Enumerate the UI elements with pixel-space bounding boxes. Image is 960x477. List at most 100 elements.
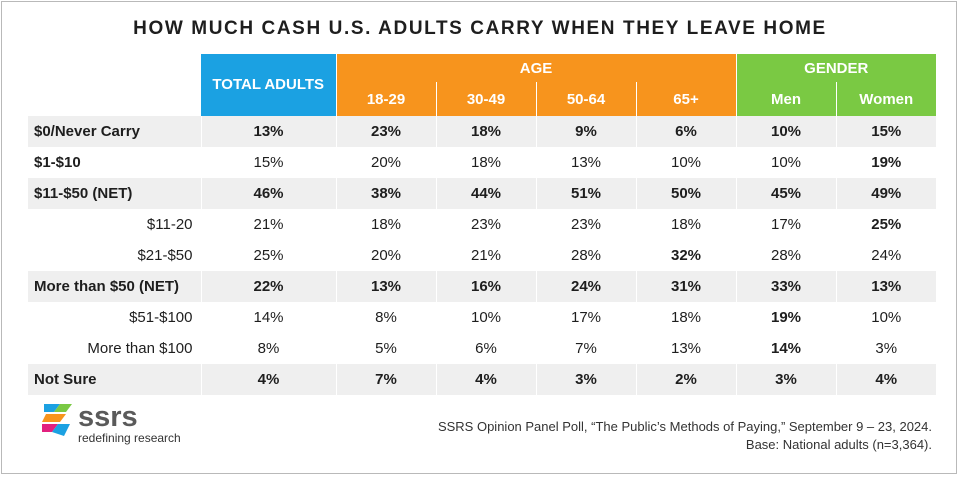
- header-gender-group: GENDER: [735, 54, 936, 82]
- row-label: $11-20: [146, 216, 193, 233]
- table-cell: 18%: [335, 209, 436, 240]
- table-row: More than $50 (NET) 22% 13% 16% 24% 31% …: [28, 271, 936, 302]
- table-cell: 8%: [200, 333, 336, 364]
- table-cell: 14%: [735, 333, 836, 364]
- table-cell: 20%: [335, 147, 436, 178]
- table-cell: 10%: [835, 302, 936, 333]
- table-cell: 17%: [535, 302, 636, 333]
- table-cell: 3%: [735, 364, 836, 395]
- table-cell: 50%: [635, 178, 736, 209]
- header-age-30-49: 30-49: [435, 82, 536, 116]
- source-note: SSRS Opinion Panel Poll, “The Public’s M…: [438, 418, 932, 454]
- table-cell: 10%: [435, 302, 536, 333]
- header-empty-2: [28, 82, 201, 116]
- table-row: More than $100 8% 5% 6% 7% 13% 14% 3%: [28, 333, 936, 364]
- table-cell: 14%: [200, 302, 336, 333]
- table-row: Not Sure 4% 7% 4% 3% 2% 3% 4%: [28, 364, 936, 395]
- source-line-2: Base: National adults (n=3,364).: [745, 437, 932, 452]
- table-cell: 44%: [435, 178, 536, 209]
- table-cell: 18%: [635, 209, 736, 240]
- table-cell: 13%: [200, 116, 336, 147]
- table-cell: 3%: [835, 333, 936, 364]
- header-age-65-plus: 65+: [635, 82, 736, 116]
- table-cell: 4%: [835, 364, 936, 395]
- table-cell: 23%: [335, 116, 436, 147]
- source-line-1: SSRS Opinion Panel Poll, “The Public’s M…: [437, 419, 932, 434]
- table-cell: 24%: [835, 240, 936, 271]
- table-cell: 25%: [835, 209, 936, 240]
- table-cell: 18%: [435, 116, 536, 147]
- table-cell: 18%: [635, 302, 736, 333]
- row-label: $21-$50: [137, 247, 193, 264]
- table-cell: 6%: [435, 333, 536, 364]
- ssrs-logo-mark-icon: [42, 404, 72, 436]
- table-cell: 38%: [335, 178, 436, 209]
- row-label: Not Sure: [28, 364, 201, 395]
- header-empty: [28, 54, 201, 82]
- table-cell: 15%: [835, 116, 936, 147]
- row-label: $0/Never Carry: [28, 116, 201, 147]
- table-cell: 15%: [200, 147, 336, 178]
- header-age-50-64: 50-64: [535, 82, 636, 116]
- table-cell: 16%: [435, 271, 536, 302]
- table-cell: 5%: [335, 333, 436, 364]
- table-cell: 18%: [435, 147, 536, 178]
- table-cell: 33%: [735, 271, 836, 302]
- logo-wordmark: ssrs: [78, 401, 138, 433]
- table-cell: 19%: [735, 302, 836, 333]
- table-cell: 7%: [335, 364, 436, 395]
- table-cell: 6%: [635, 116, 736, 147]
- header-gender-men: Men: [735, 82, 836, 116]
- table-cell: 3%: [535, 364, 636, 395]
- table-cell: 24%: [535, 271, 636, 302]
- table-row: $11-20 21% 18% 23% 23% 18% 17% 25%: [28, 209, 936, 240]
- table-cell: 22%: [200, 271, 336, 302]
- table-cell: 21%: [435, 240, 536, 271]
- table-body: $0/Never Carry 13% 23% 18% 9% 6% 10% 15%…: [28, 116, 936, 395]
- table-cell: 28%: [535, 240, 636, 271]
- table-cell: 4%: [200, 364, 336, 395]
- table-cell: 9%: [535, 116, 636, 147]
- table-row: $51-$100 14% 8% 10% 17% 18% 19% 10%: [28, 302, 936, 333]
- table-cell: 13%: [835, 271, 936, 302]
- table-row: $1-$10 15% 20% 18% 13% 10% 10% 19%: [28, 147, 936, 178]
- table-cell: 25%: [200, 240, 336, 271]
- table-cell: 4%: [435, 364, 536, 395]
- table-cell: 46%: [200, 178, 336, 209]
- row-label: More than $100: [87, 340, 193, 357]
- row-label: $51-$100: [129, 309, 193, 326]
- data-table: TOTAL ADULTS AGE GENDER 18-29 30-49 50-6…: [28, 54, 936, 395]
- ssrs-logo: ssrs redefining research: [40, 402, 200, 448]
- chart-title: HOW MUCH CASH U.S. ADULTS CARRY WHEN THE…: [133, 18, 827, 39]
- table-cell: 13%: [635, 333, 736, 364]
- table-cell: 23%: [535, 209, 636, 240]
- table-cell: 51%: [535, 178, 636, 209]
- table-cell: 21%: [200, 209, 336, 240]
- table-cell: 49%: [835, 178, 936, 209]
- header-gender-women: Women: [835, 82, 936, 116]
- table-cell: 13%: [535, 147, 636, 178]
- table-cell: 10%: [635, 147, 736, 178]
- table-cell: 13%: [335, 271, 436, 302]
- row-label: $1-$10: [34, 154, 81, 171]
- header-age-18-29: 18-29: [335, 82, 436, 116]
- header-age-group: AGE: [335, 54, 736, 82]
- table-cell: 8%: [335, 302, 436, 333]
- table-row: $21-$50 25% 20% 21% 28% 32% 28% 24%: [28, 240, 936, 271]
- header-total-adults: TOTAL ADULTS: [201, 54, 336, 116]
- table-cell: 7%: [535, 333, 636, 364]
- row-label: More than $50 (NET): [28, 271, 201, 302]
- table-cell: 17%: [735, 209, 836, 240]
- table-cell: 23%: [435, 209, 536, 240]
- table-cell: 31%: [635, 271, 736, 302]
- table-cell: 10%: [735, 116, 836, 147]
- table-cell: 19%: [835, 147, 936, 178]
- logo-tagline: redefining research: [78, 431, 181, 445]
- table-cell: 2%: [635, 364, 736, 395]
- table-cell: 10%: [735, 147, 836, 178]
- table-cell: 20%: [335, 240, 436, 271]
- table-row: $0/Never Carry 13% 23% 18% 9% 6% 10% 15%: [28, 116, 936, 147]
- row-label: $11-$50 (NET): [28, 178, 201, 209]
- table-cell: 45%: [735, 178, 836, 209]
